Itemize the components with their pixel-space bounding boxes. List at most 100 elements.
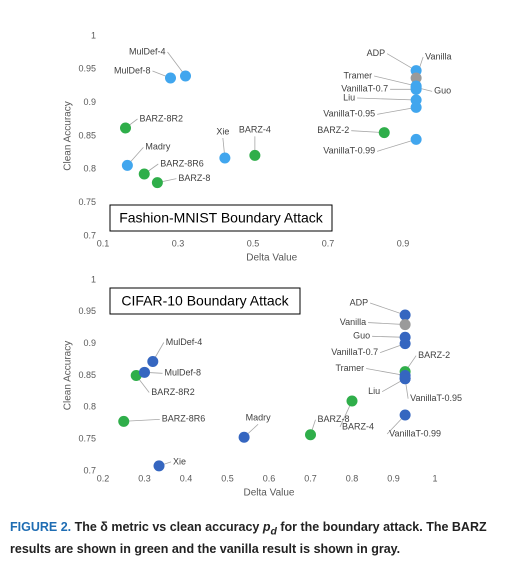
point xyxy=(399,338,411,350)
caption-text: The δ metric vs clean accuracy xyxy=(74,520,263,534)
caption-subscript: d xyxy=(270,526,277,538)
point xyxy=(305,429,316,441)
leader-line xyxy=(386,53,417,72)
leader-line xyxy=(351,130,385,134)
point-label: BARZ-2 xyxy=(317,125,349,135)
x-axis-label: Delta Value xyxy=(246,253,297,264)
x-tick-label: 0.9 xyxy=(397,238,410,248)
caption-text: for the boundary attack. The BARZ result… xyxy=(10,520,487,556)
point-label: MulDef-8 xyxy=(114,65,151,75)
point xyxy=(219,152,231,164)
point xyxy=(410,101,422,113)
x-tick-label: 0.4 xyxy=(180,473,193,483)
x-tick-label: 0.5 xyxy=(221,473,234,483)
caption: FIGURE 2. The δ metric vs clean accuracy… xyxy=(10,519,510,558)
point-label: Tramer xyxy=(335,363,364,373)
leader-line xyxy=(366,368,406,376)
point xyxy=(346,395,358,407)
point xyxy=(147,355,159,367)
point-label: Madry xyxy=(246,413,272,423)
x-tick-label: 0.5 xyxy=(247,238,260,248)
point-label: BARZ-4 xyxy=(342,421,374,431)
point-label: Vanilla xyxy=(425,51,451,61)
point-label: Liu xyxy=(368,386,380,396)
x-tick-label: 0.7 xyxy=(322,238,335,248)
point-label: ADP xyxy=(367,48,386,58)
y-tick-label: 0.95 xyxy=(78,64,96,74)
x-axis-label: Delta Value xyxy=(244,488,295,499)
point-label: BARZ-8 xyxy=(318,414,350,424)
leader-line xyxy=(357,97,417,101)
leader-line xyxy=(374,75,417,87)
chart-title: CIFAR-10 Boundary Attack xyxy=(121,293,289,309)
point-label: BARZ-2 xyxy=(418,350,450,360)
y-tick-label: 0.75 xyxy=(78,197,96,207)
point-label: MulDef-4 xyxy=(129,46,166,56)
caption-label: FIGURE 2. xyxy=(10,520,72,534)
point xyxy=(410,133,422,145)
title-box xyxy=(109,287,301,315)
point-label: VanillaT-0.99 xyxy=(323,146,375,156)
point-label: VanillaT-0.99 xyxy=(389,428,441,438)
x-tick-label: 0.7 xyxy=(304,473,317,483)
x-tick-label: 0.1 xyxy=(97,238,110,248)
y-tick-label: 0.95 xyxy=(78,306,96,316)
x-tick-label: 0.2 xyxy=(97,473,110,483)
point xyxy=(130,370,142,381)
chart-title: Fashion-MNIST Boundary Attack xyxy=(119,210,324,226)
x-tick-label: 0.3 xyxy=(138,473,151,483)
point xyxy=(165,72,176,84)
x-tick-label: 1 xyxy=(432,473,437,483)
point-label: Xie xyxy=(216,126,229,136)
point xyxy=(399,309,411,321)
point-label: Liu xyxy=(343,92,355,102)
leader-line xyxy=(377,106,417,115)
point-label: Xie xyxy=(173,456,186,466)
point-label: VanillaT-0.7 xyxy=(331,347,378,357)
point-label: MulDef-8 xyxy=(165,368,202,378)
point-label: BARZ-8 xyxy=(178,173,210,183)
caption-symbol: p xyxy=(262,520,271,534)
point xyxy=(151,177,163,189)
point-label: Tramer xyxy=(343,70,372,80)
point xyxy=(120,122,131,134)
point-label: Madry xyxy=(145,142,171,152)
leader-line xyxy=(368,322,406,325)
point xyxy=(180,70,191,82)
point xyxy=(399,373,411,385)
point-label: Guo xyxy=(353,331,370,341)
leader-line xyxy=(377,138,417,152)
y-tick-label: 0.8 xyxy=(83,164,96,174)
leader-line xyxy=(372,335,406,338)
x-tick-label: 0.6 xyxy=(263,473,276,483)
point xyxy=(153,460,165,472)
y-tick-label: 0.75 xyxy=(78,434,96,444)
point-label: VanillaT-0.7 xyxy=(341,84,388,94)
point xyxy=(249,149,261,161)
leader-line xyxy=(123,418,160,422)
point xyxy=(378,127,390,139)
point-label: BARZ-4 xyxy=(239,125,271,135)
x-tick-label: 0.3 xyxy=(172,238,185,248)
point xyxy=(238,431,250,443)
point xyxy=(399,319,411,331)
y-tick-label: 0.7 xyxy=(83,465,96,475)
point-label: BARZ-8R2 xyxy=(140,113,184,123)
point xyxy=(399,409,411,421)
point-label: BARZ-8R6 xyxy=(162,414,206,424)
point-label: VanillaT-0.95 xyxy=(323,109,375,119)
figure: 0.7 0.75 0.8 0.85 0.9 0.95 1 0.1 0.3 0.5 0.7 0.9 Del… xyxy=(63,30,462,499)
y-tick-label: 0.8 xyxy=(83,402,96,412)
y-tick-label: 0.7 xyxy=(83,230,96,240)
point-label: MulDef-4 xyxy=(166,337,203,347)
point xyxy=(410,81,422,93)
point xyxy=(121,159,133,171)
point-label: BARZ-8R2 xyxy=(151,387,195,397)
x-tick-label: 0.8 xyxy=(346,473,359,483)
x-tick-label: 0.9 xyxy=(387,473,400,483)
point-label: ADP xyxy=(350,297,369,307)
point xyxy=(118,415,130,427)
y-tick-label: 0.85 xyxy=(78,130,96,140)
point xyxy=(138,168,150,180)
